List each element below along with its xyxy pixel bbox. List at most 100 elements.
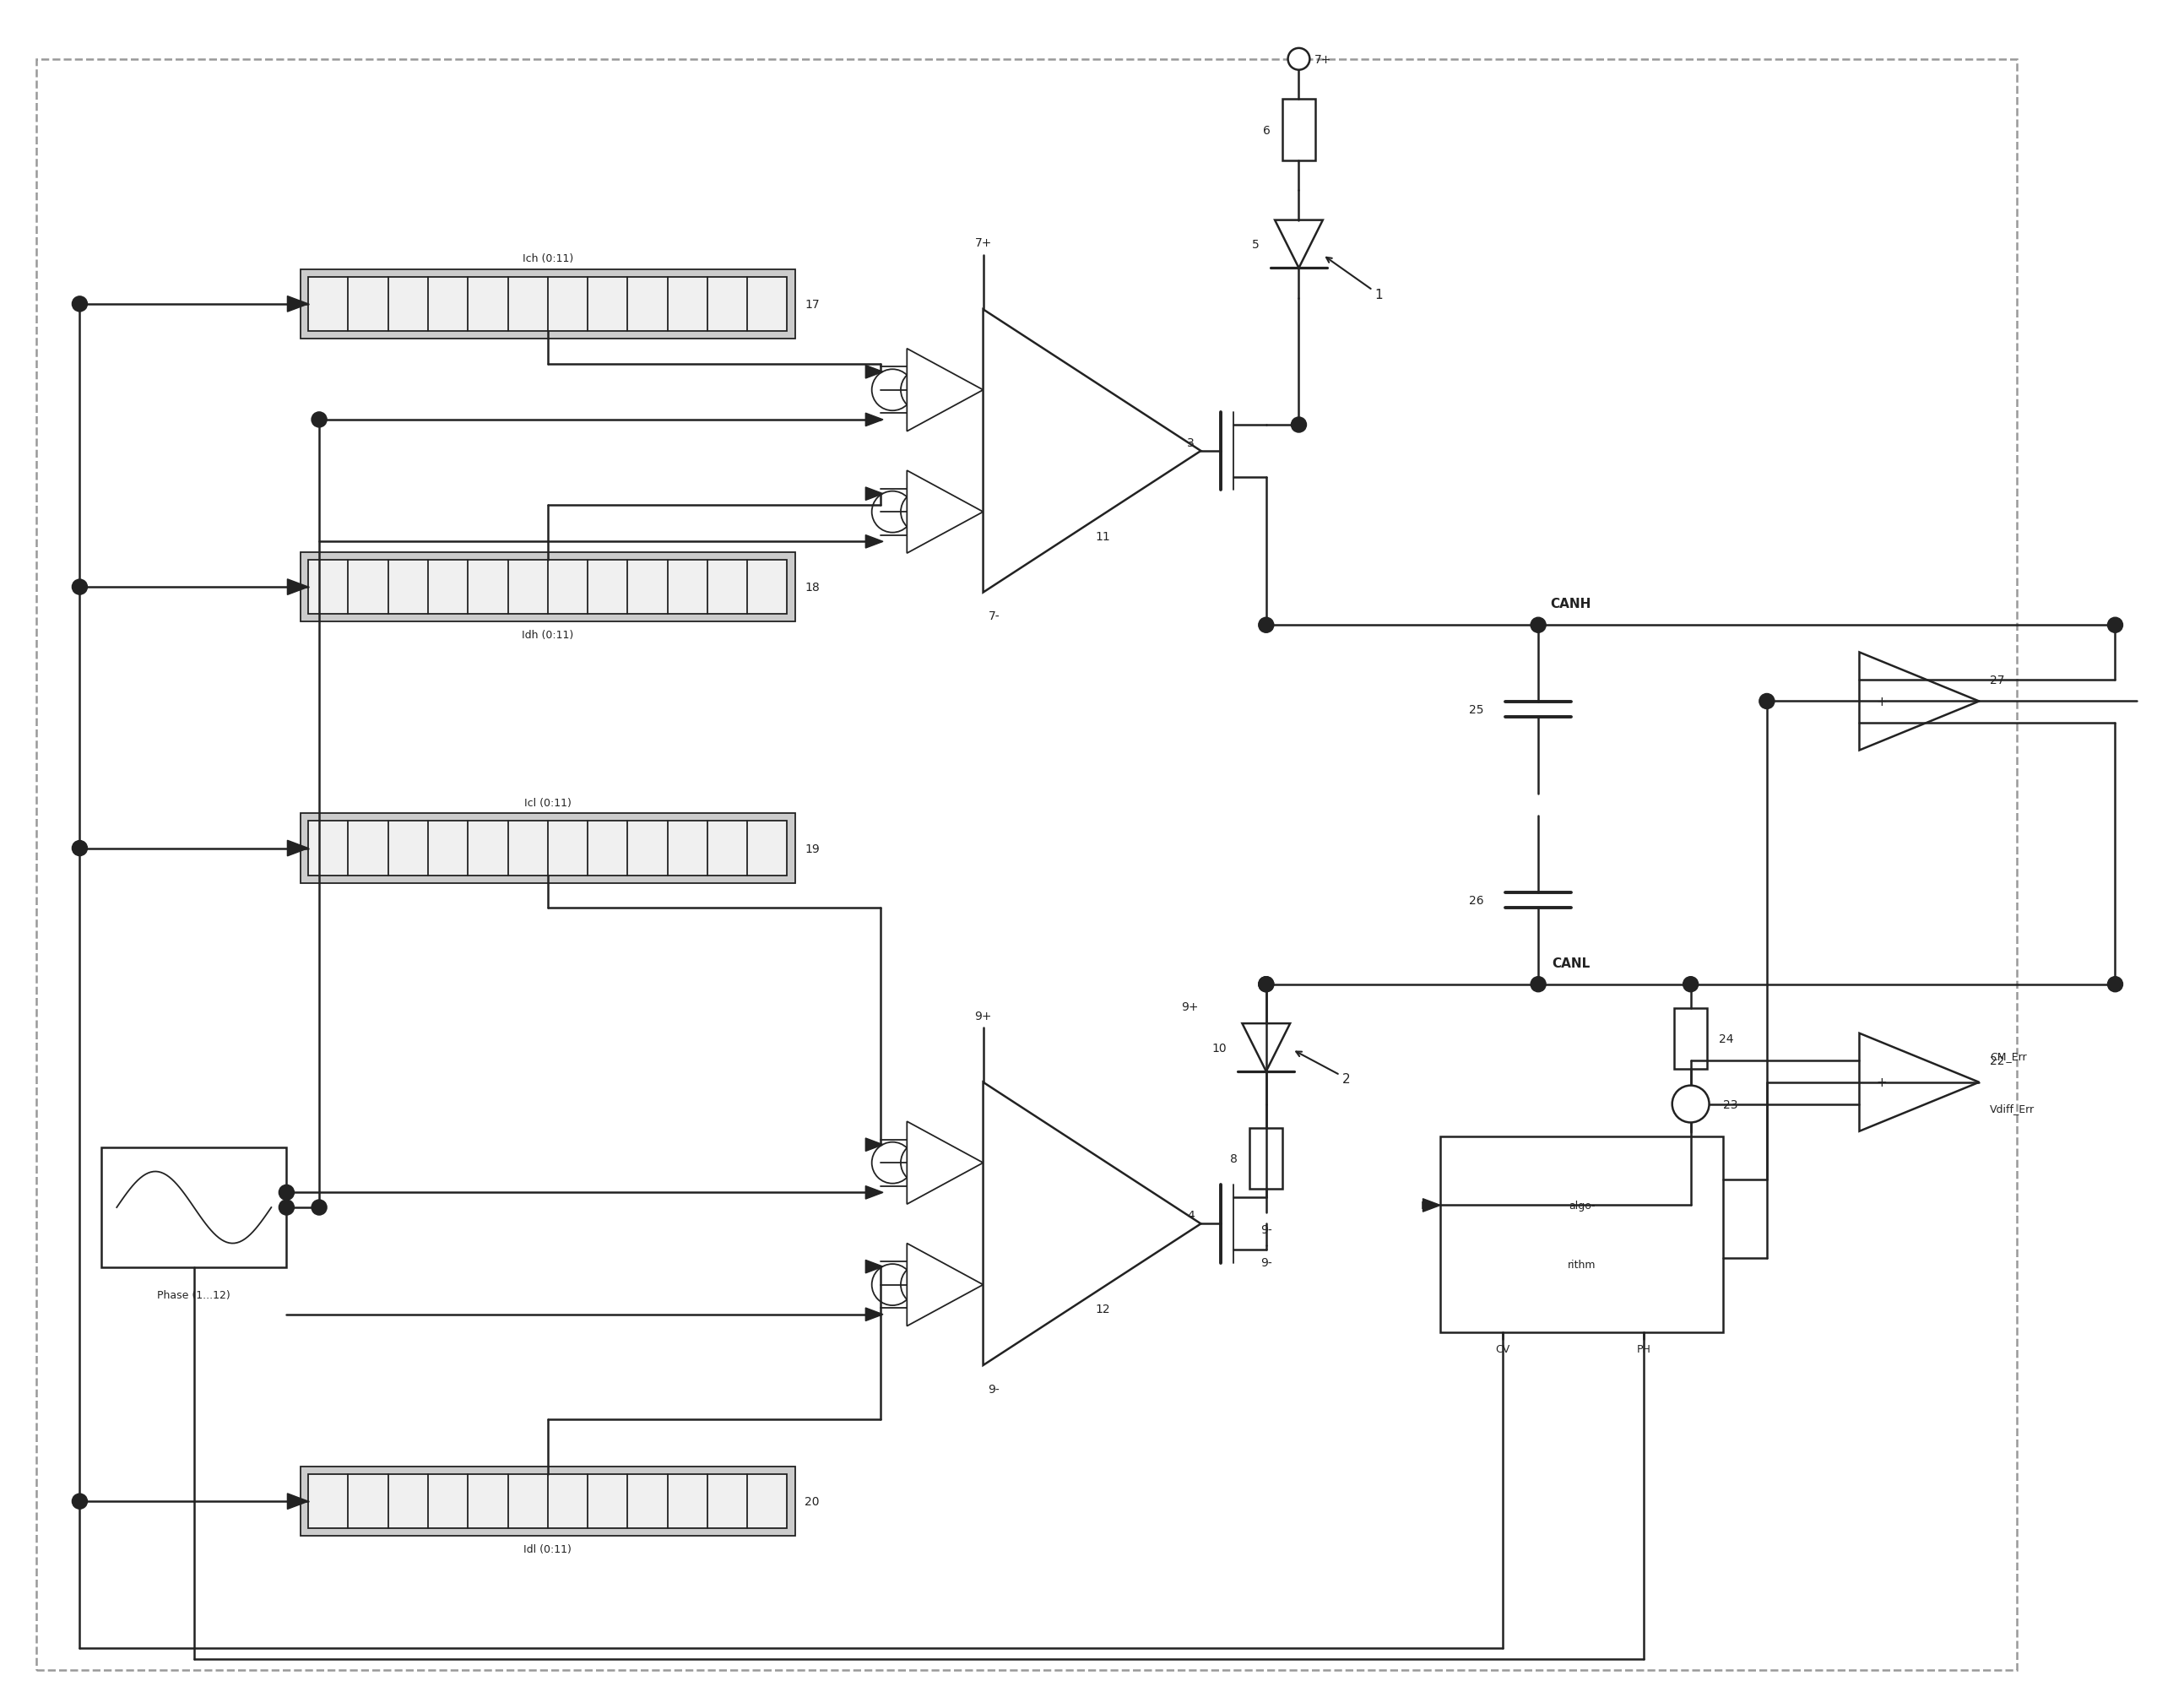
Text: Ich (0:11): Ich (0:11) [522, 253, 572, 265]
Polygon shape [288, 297, 308, 313]
Polygon shape [983, 309, 1201, 593]
Circle shape [900, 371, 941, 412]
Polygon shape [288, 840, 308, 856]
Polygon shape [865, 1138, 882, 1151]
Text: 7+: 7+ [1315, 55, 1332, 65]
Text: 9-: 9- [987, 1383, 1000, 1395]
Polygon shape [865, 1308, 882, 1320]
Text: CM_Err: CM_Err [1990, 1050, 2027, 1062]
Polygon shape [865, 1185, 882, 1199]
Polygon shape [1424, 1199, 1439, 1213]
Circle shape [72, 840, 87, 856]
Text: Idh (0:11): Idh (0:11) [522, 630, 574, 640]
Text: 22: 22 [1990, 1056, 2005, 1066]
Polygon shape [906, 1122, 983, 1204]
Text: algo-: algo- [1568, 1201, 1594, 1211]
Polygon shape [906, 348, 983, 432]
Text: 12: 12 [1096, 1303, 1109, 1315]
Polygon shape [1275, 220, 1324, 268]
Text: Icl (0:11): Icl (0:11) [524, 798, 572, 808]
Circle shape [72, 1494, 87, 1508]
Circle shape [1291, 418, 1306, 432]
Circle shape [1258, 977, 1273, 992]
Text: 6: 6 [1262, 125, 1271, 137]
Text: 20: 20 [804, 1496, 819, 1506]
Bar [1439, 1138, 1723, 1332]
Text: 7+: 7+ [974, 237, 992, 249]
Text: 9-: 9- [1260, 1257, 1271, 1269]
Circle shape [871, 1143, 913, 1184]
Circle shape [871, 492, 913, 533]
Bar [100, 1148, 286, 1267]
Text: 26: 26 [1470, 895, 1483, 907]
Text: 24: 24 [1719, 1033, 1734, 1045]
Circle shape [72, 297, 87, 313]
Circle shape [1531, 977, 1546, 992]
Text: 10: 10 [1212, 1042, 1227, 1054]
Text: 9+: 9+ [974, 1009, 992, 1021]
Circle shape [1258, 977, 1273, 992]
Polygon shape [1859, 652, 1979, 750]
Polygon shape [1859, 1033, 1979, 1131]
Circle shape [1760, 693, 1773, 709]
Circle shape [1289, 50, 1310, 70]
Circle shape [1258, 618, 1273, 634]
Text: rithm: rithm [1568, 1259, 1597, 1269]
Text: 2: 2 [1295, 1052, 1350, 1085]
Circle shape [900, 1143, 941, 1184]
Text: 18: 18 [804, 581, 819, 593]
Circle shape [280, 1201, 295, 1214]
Polygon shape [865, 1261, 882, 1272]
Polygon shape [288, 1493, 308, 1510]
Circle shape [280, 1185, 295, 1201]
Text: CANL: CANL [1553, 956, 1590, 970]
Circle shape [2108, 618, 2123, 634]
Bar [308, 822, 786, 876]
Text: 9-: 9- [1684, 1138, 1697, 1149]
Text: IN: IN [1420, 1201, 1431, 1211]
Polygon shape [865, 488, 882, 500]
Polygon shape [906, 471, 983, 553]
Circle shape [1673, 1086, 1710, 1122]
Text: +: + [1876, 695, 1887, 709]
Bar [308, 560, 786, 615]
Polygon shape [983, 1083, 1201, 1365]
Bar [1675, 1008, 1708, 1069]
Circle shape [900, 1264, 941, 1305]
Text: Vdiff_Err: Vdiff_Err [1990, 1103, 2035, 1114]
Text: 3: 3 [1186, 437, 1195, 449]
Bar [301, 813, 795, 883]
Bar [1282, 101, 1315, 161]
Circle shape [2108, 977, 2123, 992]
Text: 27: 27 [1990, 675, 2005, 687]
Text: Phase (1...12): Phase (1...12) [157, 1290, 232, 1300]
Circle shape [871, 1264, 913, 1305]
Bar [1249, 1129, 1282, 1189]
Circle shape [871, 371, 913, 412]
Circle shape [312, 413, 328, 427]
Text: 25: 25 [1470, 704, 1483, 716]
Text: 19: 19 [804, 842, 819, 854]
Text: 9+: 9+ [1182, 1001, 1199, 1013]
Bar [301, 1467, 795, 1535]
Circle shape [72, 579, 87, 594]
Bar [308, 1474, 786, 1529]
Text: 1: 1 [1326, 258, 1382, 302]
Text: 11: 11 [1096, 531, 1109, 541]
Polygon shape [288, 579, 308, 596]
Text: PH: PH [1638, 1344, 1651, 1354]
Text: 15: 15 [948, 1158, 961, 1168]
Text: 7-: 7- [989, 610, 1000, 622]
Text: 23: 23 [1723, 1098, 1738, 1110]
Circle shape [1531, 618, 1546, 634]
Text: CANH: CANH [1551, 598, 1592, 610]
Text: 13: 13 [948, 384, 961, 396]
Circle shape [1684, 977, 1699, 992]
Text: CV: CV [1496, 1344, 1509, 1354]
Text: 17: 17 [804, 299, 819, 311]
Bar [308, 277, 786, 331]
Text: 14: 14 [948, 507, 961, 518]
Polygon shape [1243, 1023, 1291, 1071]
Text: 4: 4 [1186, 1209, 1195, 1221]
Text: 8: 8 [1230, 1153, 1238, 1165]
